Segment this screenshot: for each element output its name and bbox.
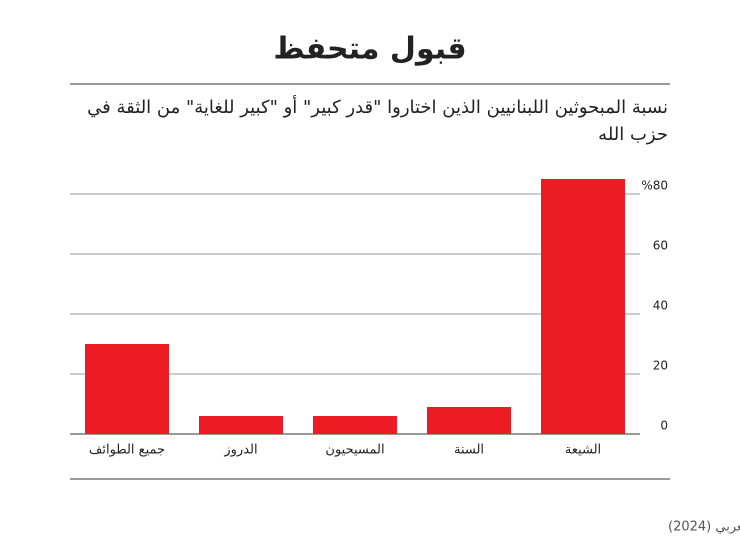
bar	[199, 416, 283, 434]
y-tick-label: 0	[660, 419, 668, 433]
subtitle: نسبة المبحوثين اللبنانيين الذين اختاروا …	[87, 97, 668, 145]
bar	[85, 344, 169, 434]
chart-title: قبول متحفظ	[273, 32, 466, 67]
source: المصدر: الباروميتر العربي (2024)	[668, 520, 740, 535]
y-tick-label: %80	[641, 179, 668, 193]
x-tick-label: الدروز	[223, 443, 257, 458]
x-tick-label: جميع الطوائف	[89, 443, 165, 458]
bar	[427, 407, 511, 434]
bar	[313, 416, 397, 434]
x-tick-label: المسيحيون	[325, 443, 384, 458]
y-tick-label: 60	[653, 239, 668, 253]
bar	[541, 179, 625, 434]
y-tick-label: 40	[653, 299, 668, 313]
x-tick-label: الشيعة	[565, 443, 601, 458]
y-tick-label: 20	[653, 359, 668, 373]
x-tick-label: السنة	[454, 443, 484, 458]
